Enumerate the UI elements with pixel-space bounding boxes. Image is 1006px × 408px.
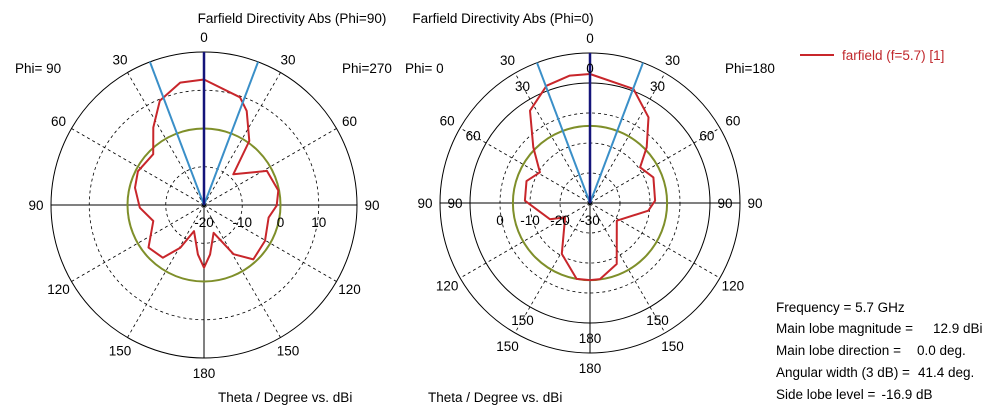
- grid-spoke: [203, 204, 337, 282]
- grid-spoke: [203, 72, 281, 206]
- angle-label-inner: 60: [699, 129, 714, 144]
- grid-spoke: [127, 204, 205, 338]
- angle-label-outer: 120: [47, 282, 70, 297]
- angle-label-outer: 30: [665, 53, 680, 68]
- magnitude-label: 10: [311, 215, 326, 230]
- angle-label-inner: 60: [466, 129, 481, 144]
- angle-label-outer: 0: [200, 30, 208, 45]
- angle-label-outer: 60: [51, 114, 66, 129]
- grid-spoke: [203, 204, 281, 338]
- farfield-curve: [134, 78, 280, 269]
- axis-caption: Theta / Degree vs. dBi: [218, 390, 352, 405]
- angle-label-outer: 150: [109, 343, 132, 358]
- angle-label-outer: 180: [193, 366, 216, 381]
- info-angular-width-value: 41.4 deg.: [918, 365, 974, 380]
- angle-label-outer: 30: [500, 53, 515, 68]
- grid-spoke: [127, 72, 205, 206]
- angle-label-outer: 120: [722, 279, 745, 294]
- grid-spoke: [71, 204, 205, 282]
- grid-spoke: [589, 72, 666, 204]
- beamwidth-line: [148, 61, 205, 206]
- magnitude-label: 0: [277, 215, 285, 230]
- info-main-lobe-direction-value: 0.0 deg.: [917, 343, 966, 358]
- phi-label-left: Phi= 0: [405, 61, 444, 76]
- angle-label-outer: 30: [112, 53, 127, 68]
- angle-label-outer: 180: [579, 361, 602, 376]
- angle-label-outer: 0: [586, 31, 594, 46]
- info-main-lobe-magnitude-label: Main lobe magnitude =: [776, 321, 913, 336]
- polar-plot-1: 0 30 60 90 120 150 180 150 120 90 60 30 -20 -10 0 10 Far…: [15, 11, 392, 405]
- angle-label-inner: 180: [579, 331, 602, 346]
- angle-label-outer: 150: [277, 343, 300, 358]
- angle-label-inner: 90: [717, 196, 732, 211]
- angle-label-outer: 60: [725, 114, 740, 129]
- angle-label-inner: 0: [586, 61, 594, 76]
- magnitude-label: 0: [496, 213, 504, 228]
- beamwidth-line: [589, 62, 644, 204]
- info-main-lobe-magnitude-value: 12.9 dBi: [933, 321, 983, 336]
- info-side-lobe: Side lobe level = -16.9 dB: [776, 387, 933, 402]
- angle-label-inner: 30: [650, 79, 665, 94]
- info-main-lobe-magnitude: Main lobe magnitude = 12.9 dBi: [776, 321, 983, 336]
- info-box: Frequency = 5.7 GHz Main lobe magnitude …: [776, 300, 983, 402]
- farfield-curve: [523, 73, 657, 282]
- angle-label-outer: 150: [496, 339, 519, 354]
- angle-label-inner: 90: [447, 196, 462, 211]
- phi-label-right: Phi=180: [725, 61, 775, 76]
- plot-title: Farfield Directivity Abs (Phi=90): [198, 11, 387, 26]
- phi-label-right: Phi=270: [342, 61, 392, 76]
- angle-label-inner: 150: [511, 313, 534, 328]
- angle-label-inner: 30: [515, 79, 530, 94]
- grid-spoke: [589, 202, 666, 334]
- info-main-lobe-direction-label: Main lobe direction =: [776, 343, 901, 358]
- grid-spoke: [589, 202, 721, 279]
- legend: farfield (f=5.7) [1]: [800, 48, 944, 63]
- magnitude-label: -20: [550, 213, 570, 228]
- plot-title: Farfield Directivity Abs (Phi=0): [412, 11, 593, 26]
- beamwidth-line: [203, 61, 260, 206]
- magnitude-label: -10: [232, 215, 252, 230]
- angle-label-outer: 150: [661, 339, 684, 354]
- magnitude-label: -30: [580, 213, 600, 228]
- angle-label-outer: 60: [342, 114, 357, 129]
- phi-label-left: Phi= 90: [15, 61, 61, 76]
- angle-label-outer: 90: [28, 198, 43, 213]
- angle-label-outer: 90: [747, 196, 762, 211]
- magnitude-label: -20: [194, 215, 214, 230]
- angle-label-outer: 60: [440, 114, 455, 129]
- info-side-lobe-label: Side lobe level =: [776, 387, 876, 402]
- angle-label-inner: 150: [646, 313, 669, 328]
- angle-label-outer: 120: [436, 279, 459, 294]
- grid-spoke: [459, 127, 591, 204]
- angle-label-outer: 90: [417, 196, 432, 211]
- axis-caption: Theta / Degree vs. dBi: [428, 390, 562, 405]
- legend-label: farfield (f=5.7) [1]: [842, 48, 944, 63]
- grid-spoke: [514, 202, 591, 334]
- polar-plot-2: 0 30 60 90 120 150 180 150 120 90 60 30 0 30 60 90 150 18…: [405, 11, 775, 405]
- info-angular-width: Angular width (3 dB) = 41.4 deg.: [776, 365, 974, 380]
- info-frequency: Frequency = 5.7 GHz: [776, 300, 905, 315]
- grid-spoke: [71, 128, 205, 206]
- angle-label-outer: 90: [364, 198, 379, 213]
- grid-spoke: [459, 202, 591, 279]
- grid-spoke: [589, 127, 721, 204]
- beamwidth-line: [536, 62, 591, 204]
- info-angular-width-label: Angular width (3 dB) =: [776, 365, 910, 380]
- angle-label-outer: 120: [338, 282, 361, 297]
- info-side-lobe-value: -16.9 dB: [881, 387, 932, 402]
- info-main-lobe-direction: Main lobe direction = 0.0 deg.: [776, 343, 966, 358]
- magnitude-label: -10: [520, 213, 540, 228]
- angle-label-outer: 30: [280, 53, 295, 68]
- grid-spoke: [514, 72, 591, 204]
- grid-spoke: [203, 128, 337, 206]
